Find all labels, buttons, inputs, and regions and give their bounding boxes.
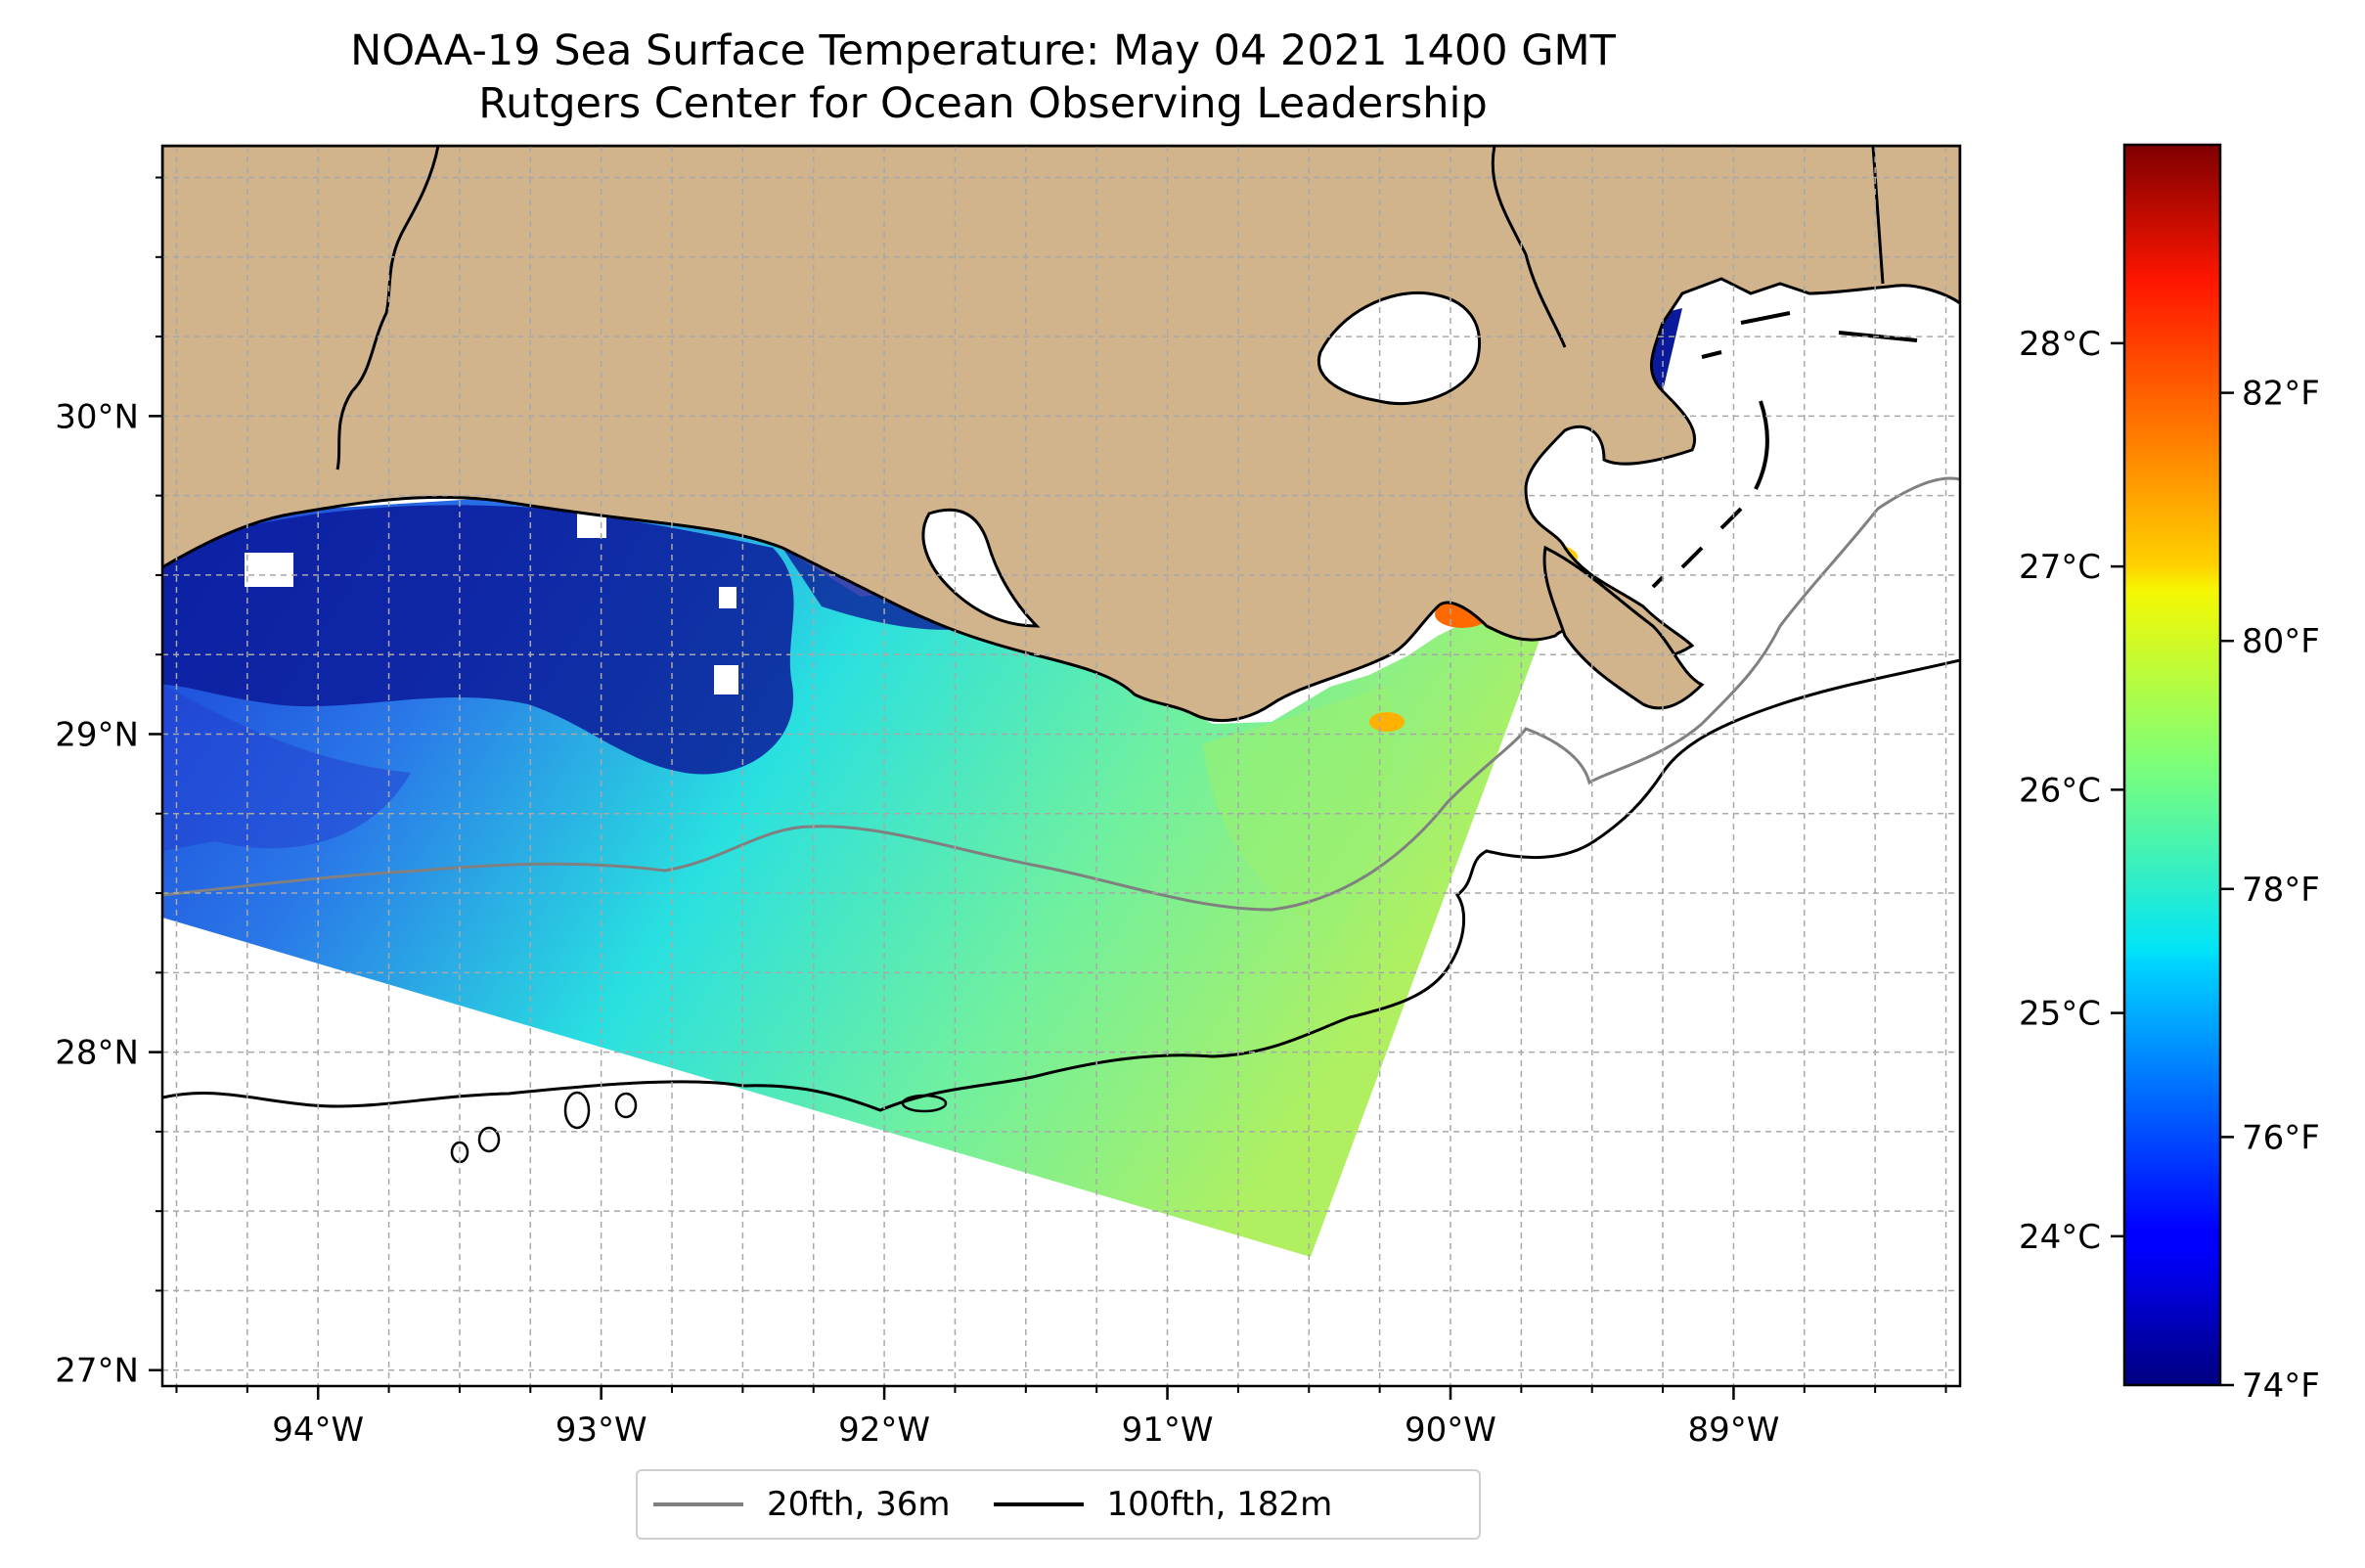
legend-label-20fth: 20fth, 36m: [767, 1485, 951, 1524]
barrier-islands: [1651, 311, 1918, 589]
bay: [921, 508, 1041, 628]
no-data-hole: [245, 553, 293, 587]
legend-item-20fth: 20fth, 36m: [653, 1485, 951, 1524]
legend-item-100fth: 100fth, 182m: [993, 1485, 1333, 1524]
colorbar-ticks: 74°F 76°F 78°F 80°F 82°F 24°C 25°C 26°C 27°C 28°C: [2019, 325, 2320, 1406]
colorbar-f-label: 80°F: [2242, 622, 2320, 661]
no-data-hole: [714, 665, 738, 694]
lat-tick-label: 29°N: [55, 715, 139, 754]
axis-ticks: 94°W 93°W 92°W 91°W 90°W 89°W 27°N 28°N 29°N 30°N: [55, 176, 1947, 1450]
colorbar-f-label: 82°F: [2242, 375, 2320, 414]
colorbar-c-label: 27°C: [2019, 548, 2101, 587]
lon-tick-label: 90°W: [1405, 1411, 1496, 1450]
colorbar-f-label: 78°F: [2242, 871, 2320, 910]
lake: [1316, 291, 1482, 406]
sst-warm-patch: [1203, 685, 1395, 939]
lon-tick-label: 92°W: [838, 1411, 930, 1450]
isobath-20fth: [162, 476, 1960, 912]
colorbar-c-label: 28°C: [2019, 325, 2101, 364]
bank-contour: [901, 1094, 948, 1113]
legend-swatch-100fth: [993, 1502, 1084, 1506]
lon-tick-label: 89°W: [1687, 1411, 1779, 1450]
colorbar-c-label: 25°C: [2019, 995, 2101, 1034]
state-boundary: [335, 146, 440, 470]
map-title: NOAA-19 Sea Surface Temperature: May 04 …: [350, 26, 1616, 75]
map-frame: [160, 144, 1962, 1388]
legend-label-100fth: 100fth, 182m: [1106, 1485, 1333, 1524]
bank-contour: [477, 1126, 501, 1153]
lon-tick-label: 94°W: [272, 1411, 364, 1450]
sst-warm-spot: [1369, 712, 1405, 732]
colorbar-c-label: 24°C: [2019, 1218, 2101, 1257]
legend-swatch-20fth: [653, 1502, 743, 1506]
gridlines: [162, 146, 1960, 1386]
colorbar: [2122, 143, 2222, 1387]
colorbar-c-label: 26°C: [2019, 771, 2101, 810]
map-area: [162, 146, 1960, 1386]
land: [162, 146, 1960, 723]
bank-contour: [614, 1092, 638, 1119]
sst-cold-patch: [162, 505, 794, 775]
sst-cold-patch: [162, 685, 411, 851]
isobath-legend: 20fth, 36m 100fth, 182m: [636, 1469, 1481, 1540]
no-data-hole: [719, 587, 736, 608]
bank-contour: [563, 1091, 591, 1130]
lon-tick-label: 91°W: [1122, 1411, 1214, 1450]
lon-tick-label: 93°W: [556, 1411, 647, 1450]
lat-tick-label: 28°N: [55, 1034, 139, 1073]
map-subtitle: Rutgers Center for Ocean Observing Leade…: [478, 79, 1488, 128]
lat-tick-label: 30°N: [55, 397, 139, 436]
colorbar-f-label: 76°F: [2242, 1118, 2320, 1157]
colorbar-f-label: 74°F: [2242, 1366, 2320, 1406]
state-boundary: [1491, 146, 1567, 348]
isobath-100fth: [162, 658, 1960, 1112]
lat-tick-label: 27°N: [55, 1352, 139, 1391]
